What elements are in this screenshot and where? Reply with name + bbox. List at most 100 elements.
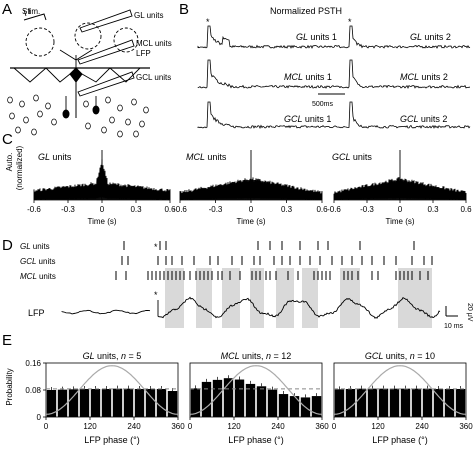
lfp-phase-cosine xyxy=(189,365,323,415)
gcl-cell-dot xyxy=(9,112,15,120)
psth-label-gcl-1: GCL units 1 xyxy=(284,114,331,124)
mcl-electrode xyxy=(77,39,135,65)
gcl-cell-dot xyxy=(105,96,111,104)
phase-bar xyxy=(46,390,57,417)
phase-bar xyxy=(112,388,123,417)
phase-x-tick-label: 120 xyxy=(83,422,97,431)
autocorr-xlabel: Time (s) xyxy=(385,217,414,226)
raster-label-gcl: GCL units xyxy=(20,257,55,266)
gcl-cell-dot xyxy=(101,126,107,134)
psth-label-gl-1: GL units 1 xyxy=(296,32,337,42)
gcl-cell-dot xyxy=(19,100,25,108)
gcl-cell-dot xyxy=(85,122,91,130)
stim-label: Stim. xyxy=(22,7,40,16)
auto-title-gl: GL units xyxy=(38,152,72,162)
gcl-cell-dot xyxy=(125,118,131,126)
phase-x-tick-label: 240 xyxy=(271,422,285,431)
lfp-scale-amp: 20 μV xyxy=(466,303,473,322)
gcl-cell-dot xyxy=(117,104,123,112)
gcl-cell-dot xyxy=(143,106,149,114)
psth-label-mcl-2: MCL units 2 xyxy=(400,72,448,82)
gcl-cell-dot xyxy=(31,128,37,136)
phase-x-tick-label: 240 xyxy=(127,422,141,431)
psth-title: Normalized PSTH xyxy=(270,6,342,16)
mcl-units-label: MCL units xyxy=(136,39,172,48)
phase-bar xyxy=(389,388,400,417)
gcl-cell-dot xyxy=(133,130,139,138)
gcl-cell-dot xyxy=(7,96,13,104)
gcl-cell-dot xyxy=(45,102,51,110)
gcl-cell-dot xyxy=(109,116,115,124)
gl-electrode xyxy=(79,9,133,33)
phase-bar xyxy=(90,388,101,417)
granule-cell-1 xyxy=(62,109,70,119)
lfp-label-a: LFP xyxy=(136,49,151,58)
psth-trace xyxy=(197,59,341,89)
lfp-asterisk: * xyxy=(154,290,158,300)
autocorr-tick-label: -0.6 xyxy=(173,205,187,214)
lfp-trace-baseline xyxy=(61,309,151,315)
phase-x-tick-label: 120 xyxy=(371,422,385,431)
phase-y-tick-label: 0.08 xyxy=(25,386,41,395)
phase-y-tick-label: 0.16 xyxy=(25,359,41,368)
phase-x-tick-label: 360 xyxy=(171,422,185,431)
phase-ylabel: Probability xyxy=(5,368,14,405)
phase-xlabel: LFP phase (°) xyxy=(228,435,283,445)
lfp-trough-shading xyxy=(276,268,294,328)
phase-bar xyxy=(79,388,90,417)
phase-bar xyxy=(123,388,134,417)
phase-x-tick-label: 360 xyxy=(459,422,473,431)
phase-bar xyxy=(245,383,256,417)
lfp-trough-shading xyxy=(165,268,184,328)
psth-asterisk-2: * xyxy=(348,17,352,27)
phase-bar xyxy=(334,389,345,417)
lfp-scale-time: 10 ms xyxy=(444,323,464,330)
phase-bar xyxy=(345,388,356,417)
panel-label-a: A xyxy=(2,1,12,18)
phase-plot-frame xyxy=(333,362,467,418)
phase-x-tick-label: 360 xyxy=(315,422,329,431)
phase-bar xyxy=(256,386,267,417)
gcl-cell-dot xyxy=(139,120,145,128)
psth-label-mcl-1: MCL units 1 xyxy=(284,72,332,82)
phase-xlabel: LFP phase (°) xyxy=(84,435,139,445)
phase-bar xyxy=(145,388,156,417)
phase-y-tick-label: 0 xyxy=(37,413,42,422)
gcl-cell-dot xyxy=(33,94,39,102)
autocorr-tick-label: 0.6 xyxy=(460,205,472,214)
phase-x-tick-label: 0 xyxy=(332,422,337,431)
raster-label-gl: GL units xyxy=(20,242,50,251)
gl-units-label: GL units xyxy=(134,11,164,20)
phase-bar xyxy=(190,388,201,417)
phase-bar xyxy=(356,388,367,417)
psth-trace xyxy=(197,25,341,49)
gcl-electrode xyxy=(77,71,135,97)
phase-x-tick-label: 0 xyxy=(188,422,193,431)
auto-ylabel-1: Auto. xyxy=(5,153,14,172)
gcl-cell-dot xyxy=(131,98,137,106)
lfp-trough-shading xyxy=(196,268,212,328)
psth-label-gl-2: GL units 2 xyxy=(410,32,451,42)
gcl-cell-dot xyxy=(51,118,57,126)
phase-bar xyxy=(455,388,466,417)
mitral-cell xyxy=(69,67,83,83)
auto-title-mcl: MCL units xyxy=(186,152,227,162)
gcl-units-label: GCL units xyxy=(136,73,171,82)
stim-electrode xyxy=(23,13,47,21)
phase-bar xyxy=(156,388,167,417)
phase-bar xyxy=(57,389,68,417)
autocorr-tick-label: 0.3 xyxy=(281,205,293,214)
phase-bar xyxy=(411,388,422,417)
lfp-trace xyxy=(157,296,441,319)
phase-bar xyxy=(378,388,389,417)
lfp-phase-cosine xyxy=(333,365,467,415)
phase-bar xyxy=(267,389,278,417)
psth-asterisk-1: * xyxy=(206,17,210,27)
autocorr-tick-label: 0.6 xyxy=(164,205,176,214)
panel-label-e: E xyxy=(2,332,12,349)
phase-plot-title: GL units, n = 5 xyxy=(83,351,142,361)
autocorr-tick-label: 0 xyxy=(398,205,403,214)
lfp-trough-shading xyxy=(222,268,240,328)
